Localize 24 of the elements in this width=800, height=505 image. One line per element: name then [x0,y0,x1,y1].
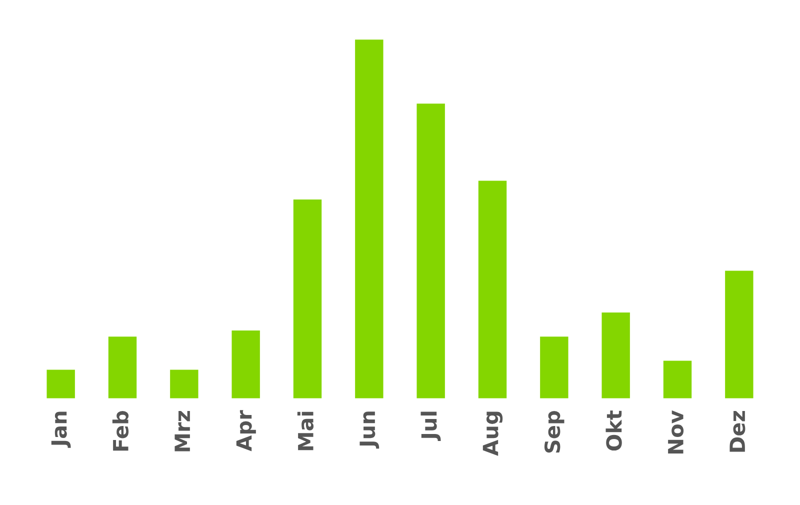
bar [538,335,570,399]
bar [107,335,138,399]
x-tick-label: Okt [606,410,622,451]
x-tick-label: Feb [112,410,129,451]
bar [415,102,446,399]
bar [662,359,693,399]
x-tick-label: Mai [297,412,314,450]
x-tick-label: Jan [51,412,71,448]
bar [292,198,323,399]
x-tick-label: Aug [482,412,503,456]
bar [230,329,262,399]
x-tick-label: Dez [730,411,746,452]
bar [45,368,76,399]
x-tick-label: Jun [360,412,380,449]
x-tick-label: Jul [420,412,441,441]
bar [724,269,755,399]
bar [354,38,385,399]
x-tick-label: Sep [544,410,564,453]
x-tick-label: Apr [236,410,256,452]
bar [477,179,508,399]
bar [168,368,200,399]
bar [600,311,632,399]
x-tick-label: Mrz [174,411,190,452]
x-tick-label: Nov [668,410,684,454]
